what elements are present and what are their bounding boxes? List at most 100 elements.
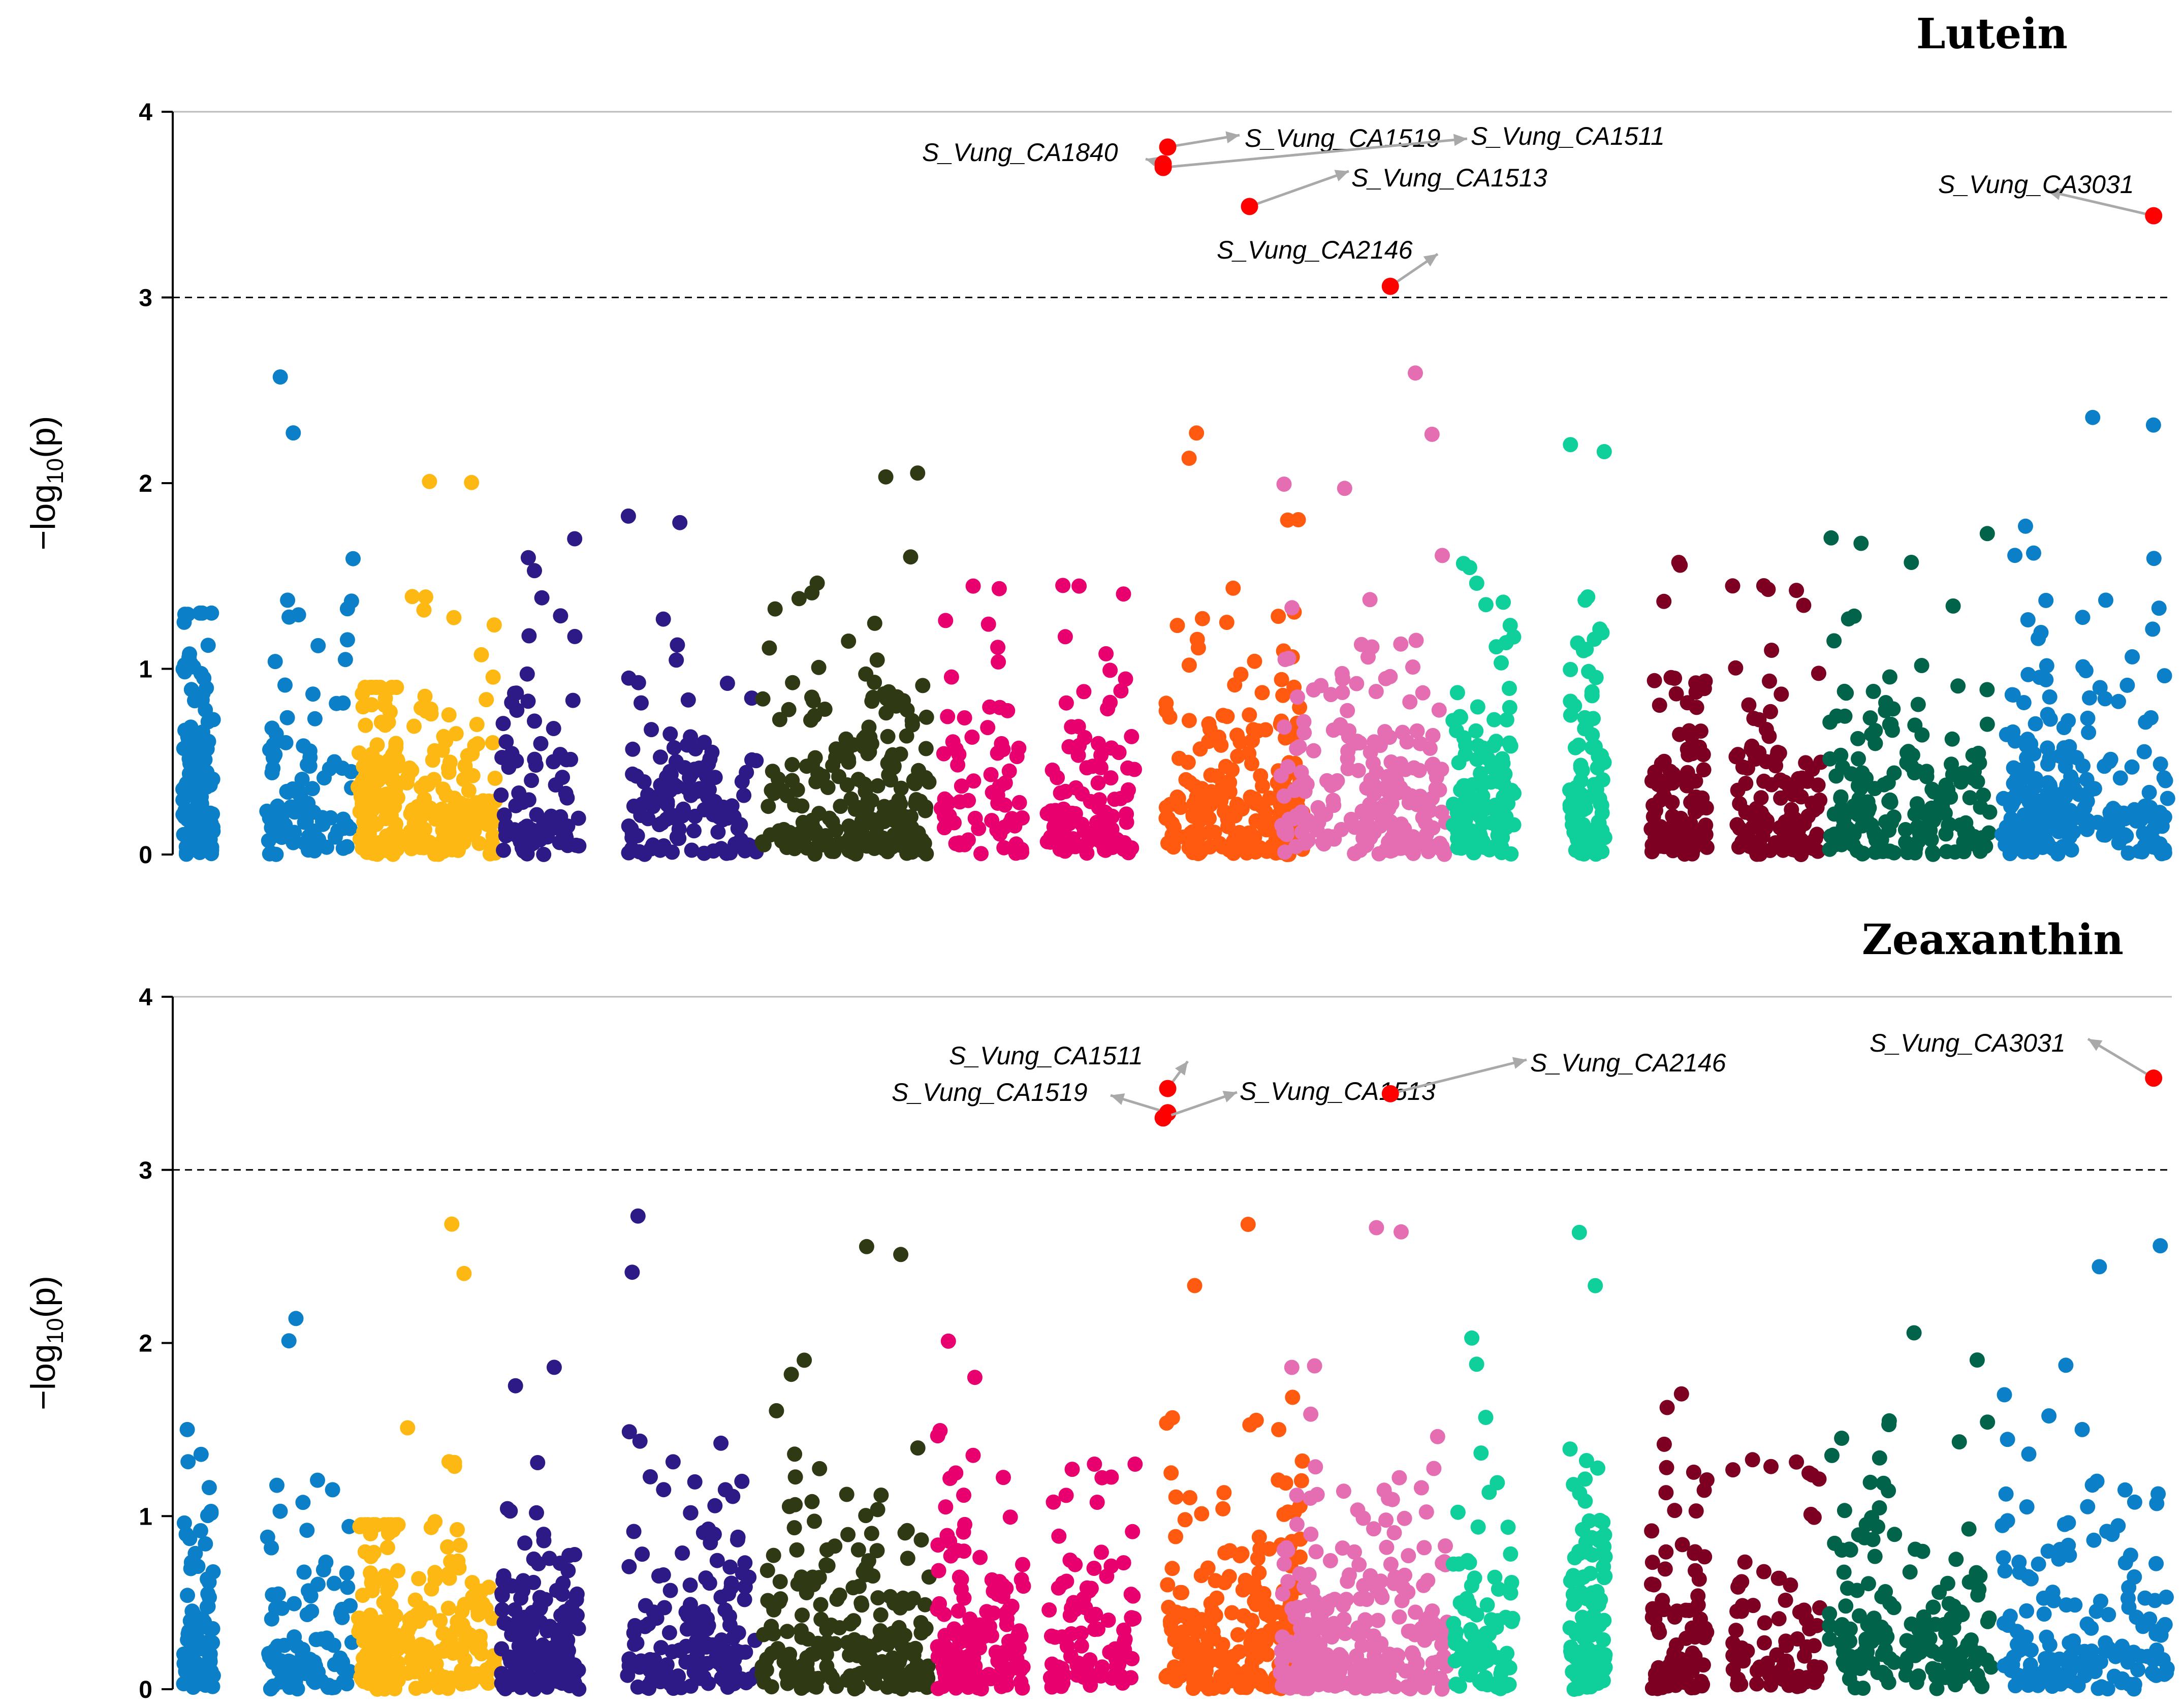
snp-point [180,1588,195,1603]
snp-point [1898,1657,1914,1672]
snp-point [200,638,216,653]
snp-point [2064,842,2079,858]
snp-point [829,1591,845,1607]
snp-point [1232,734,1248,750]
snp-point [1671,555,1687,571]
snp-point [1464,1330,1480,1346]
snp-point [1046,1494,1061,1510]
snp-point [1168,1489,1184,1505]
snp-point [1274,672,1289,687]
snp-point [412,1614,427,1629]
snp-point [1221,842,1237,858]
snp-point [841,751,856,767]
snp-point [1688,773,1703,789]
snp-point [1688,1563,1703,1578]
snp-point [1839,820,1855,836]
snp-point [1686,1464,1701,1480]
snp-point [1478,1626,1494,1641]
snp-point [1926,784,1942,800]
snp-point [951,746,967,762]
snp-point [546,1360,562,1375]
snp-point [471,836,487,851]
snp-point [1168,1529,1184,1544]
snp-point [818,828,834,843]
annotation-arrowhead [1512,1057,1527,1069]
snp-point [319,1630,335,1646]
snp-point [1699,839,1715,855]
snp-point [772,712,787,728]
snp-point [1886,1655,1902,1670]
snp-point [202,777,218,793]
snp-annotation-label: S_Vung_CA1511 [949,1041,1143,1070]
snp-point [520,693,536,709]
snp-point [1251,1529,1267,1545]
snp-point [1462,560,1477,576]
snp-point [1994,827,2010,842]
annotation-arrow [1249,170,1349,208]
snp-point [1883,795,1898,810]
significant-snp-point [1154,1109,1172,1127]
snp-point [1763,1459,1779,1474]
snp-point [1927,1617,1943,1632]
snp-point [1565,1568,1581,1584]
snp-point [1961,1521,1977,1537]
snp-point [702,751,718,767]
snp-point [1575,817,1591,833]
snp-point [1758,721,1774,737]
snp-point [175,781,191,797]
snp-point [1463,1603,1479,1619]
snp-point [299,1607,315,1622]
significant-snp-point [1159,138,1177,156]
snp-point [2091,1681,2106,1696]
snp-point [555,826,571,841]
snp-point [737,843,753,859]
snp-point [1386,1525,1402,1540]
snp-point [1996,1550,2011,1566]
snp-point [759,1563,775,1578]
snp-point [498,1616,514,1631]
snp-point [1591,1647,1607,1662]
snp-point [946,1621,962,1637]
snp-point [665,1454,681,1470]
snp-point [406,718,422,734]
snp-point [539,1623,555,1638]
snp-point [382,1601,397,1617]
snp-point [1859,1644,1875,1660]
snp-point [1950,678,1966,694]
snp-point [1372,738,1388,753]
snp-point [546,754,561,770]
snp-point [1872,843,1888,859]
snp-point [910,465,926,481]
snp-point [534,590,550,606]
snp-point [521,628,537,644]
snp-point [1842,1633,1857,1649]
snp-point [2037,1651,2053,1666]
snp-point [1834,1431,1850,1446]
snp-point [1789,583,1805,598]
snp-point [722,1617,738,1633]
snp-point [1911,1668,1926,1684]
snp-point [544,808,559,824]
snp-point [850,772,866,787]
snp-point [849,1648,865,1663]
snp-point [1487,798,1503,813]
snp-point [535,1637,551,1653]
snp-point [811,806,827,821]
snp-point [1728,660,1744,676]
snp-point [2110,1518,2126,1534]
snp-point [910,825,926,841]
snp-point [1763,704,1778,719]
snp-point [1182,1490,1197,1505]
snp-point [943,669,959,685]
snp-point [936,746,952,762]
snp-point [1478,597,1494,613]
snp-point [626,1625,642,1641]
snp-point [655,1567,671,1583]
snp-point [755,691,771,707]
snp-point [471,811,487,827]
snp-point [1113,683,1129,699]
snp-point [1594,798,1609,813]
snp-point [2042,689,2058,705]
snp-point [626,1524,642,1539]
snp-point [621,845,637,861]
